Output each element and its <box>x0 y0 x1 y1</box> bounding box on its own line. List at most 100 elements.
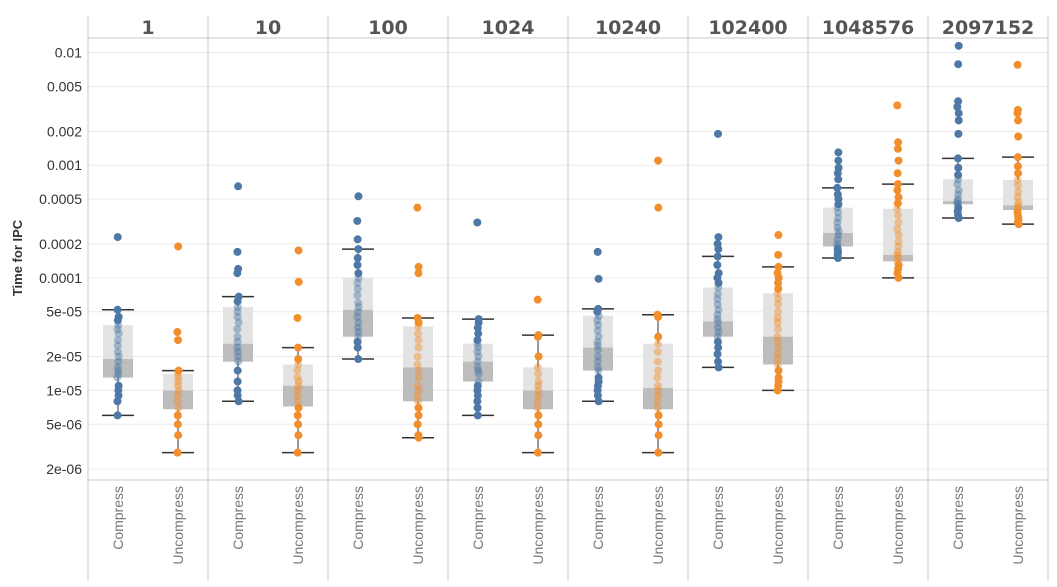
data-point-compress <box>233 343 242 352</box>
data-point-uncompress <box>654 366 663 375</box>
x-category-label: Compress <box>950 486 966 550</box>
data-point-compress <box>714 129 723 138</box>
data-point-compress <box>714 233 723 242</box>
data-point-uncompress <box>294 355 303 364</box>
x-category-label: Uncompress <box>650 486 666 565</box>
y-tick-label: 0.0002 <box>39 236 82 252</box>
data-point-uncompress <box>893 169 902 178</box>
data-point-compress <box>354 318 363 327</box>
data-point-compress <box>114 329 123 338</box>
data-point-uncompress <box>654 339 663 348</box>
data-point-compress <box>233 269 242 278</box>
data-point-uncompress <box>1013 193 1022 202</box>
data-point-uncompress <box>414 318 423 327</box>
data-point-compress <box>353 343 362 352</box>
data-point-compress <box>473 403 482 412</box>
data-point-uncompress <box>773 355 782 364</box>
y-axis-title: Time for IPC <box>10 219 25 296</box>
data-point-compress <box>233 303 242 312</box>
y-tick-label: 5e-05 <box>46 304 82 320</box>
data-point-uncompress <box>774 231 783 240</box>
data-point-compress <box>593 341 602 350</box>
data-point-compress <box>954 60 963 69</box>
data-point-uncompress <box>773 337 782 346</box>
data-point-uncompress <box>654 203 663 212</box>
data-point-uncompress <box>414 403 423 412</box>
data-point-compress <box>353 307 362 316</box>
data-point-uncompress <box>414 343 423 352</box>
data-point-uncompress <box>413 329 422 338</box>
data-point-uncompress <box>893 254 902 263</box>
data-point-compress <box>473 391 482 400</box>
data-point-compress <box>113 233 122 242</box>
data-point-uncompress <box>174 431 183 440</box>
data-point-compress <box>834 231 843 240</box>
data-point-compress <box>353 216 362 225</box>
data-point-uncompress <box>1014 198 1023 207</box>
data-point-uncompress <box>293 313 302 322</box>
data-point-compress <box>713 289 722 298</box>
data-point-compress <box>353 312 362 321</box>
data-point-compress <box>954 186 963 195</box>
x-category-label: Compress <box>830 486 846 550</box>
data-point-uncompress <box>414 336 423 345</box>
box-lower-half <box>403 367 433 402</box>
pane-header-label: 1024 <box>482 17 535 39</box>
data-point-compress <box>474 329 483 338</box>
data-point-uncompress <box>893 204 902 213</box>
data-point-uncompress <box>894 242 903 251</box>
data-point-uncompress <box>534 381 543 390</box>
data-point-uncompress <box>174 386 183 395</box>
data-point-uncompress <box>893 186 902 195</box>
box-upper-half <box>163 373 193 391</box>
data-point-compress <box>474 343 483 352</box>
pane-header-label: 1048576 <box>822 17 915 39</box>
data-point-uncompress <box>414 262 423 271</box>
data-point-uncompress <box>294 420 303 429</box>
data-point-compress <box>354 355 363 364</box>
data-point-compress <box>233 366 242 375</box>
data-point-compress <box>233 325 242 334</box>
data-point-uncompress <box>1013 181 1022 190</box>
data-point-compress <box>713 260 722 269</box>
data-point-compress <box>954 175 963 184</box>
data-point-compress <box>114 366 123 375</box>
data-point-uncompress <box>414 411 423 420</box>
data-point-compress <box>354 328 363 337</box>
data-point-uncompress <box>533 332 542 341</box>
data-point-compress <box>113 411 122 420</box>
data-point-compress <box>353 278 362 287</box>
data-point-compress <box>833 183 842 192</box>
data-point-compress <box>593 357 602 366</box>
pane-header-label: 102400 <box>708 17 787 39</box>
data-point-compress <box>594 345 603 354</box>
data-point-compress <box>833 254 842 263</box>
data-point-uncompress <box>654 431 663 440</box>
box-upper-half <box>703 287 733 322</box>
data-point-compress <box>233 337 242 346</box>
x-category-label: Uncompress <box>290 486 306 565</box>
data-point-compress <box>233 332 242 341</box>
data-point-uncompress <box>774 284 783 293</box>
x-category-label: Uncompress <box>890 486 906 565</box>
data-point-compress <box>714 363 723 372</box>
box-lower-half <box>523 390 553 410</box>
data-point-compress <box>954 195 963 204</box>
data-point-compress <box>474 369 483 378</box>
data-point-compress <box>353 284 362 293</box>
data-point-uncompress <box>293 448 302 457</box>
y-tick-label: 0.002 <box>47 123 82 139</box>
data-point-compress <box>834 148 843 157</box>
data-point-uncompress <box>413 420 422 429</box>
data-point-compress <box>113 363 122 372</box>
data-point-uncompress <box>173 381 182 390</box>
data-point-compress <box>594 311 603 320</box>
data-point-compress <box>113 373 122 382</box>
data-point-compress <box>713 315 722 324</box>
box-upper-half <box>103 325 133 360</box>
x-axis-categories: Compress Uncompress Compress Uncompress Comp… <box>110 486 1026 565</box>
box-lower-half <box>223 343 253 362</box>
data-point-compress <box>833 235 842 244</box>
box-lower-half <box>583 347 613 371</box>
data-point-uncompress <box>294 431 303 440</box>
